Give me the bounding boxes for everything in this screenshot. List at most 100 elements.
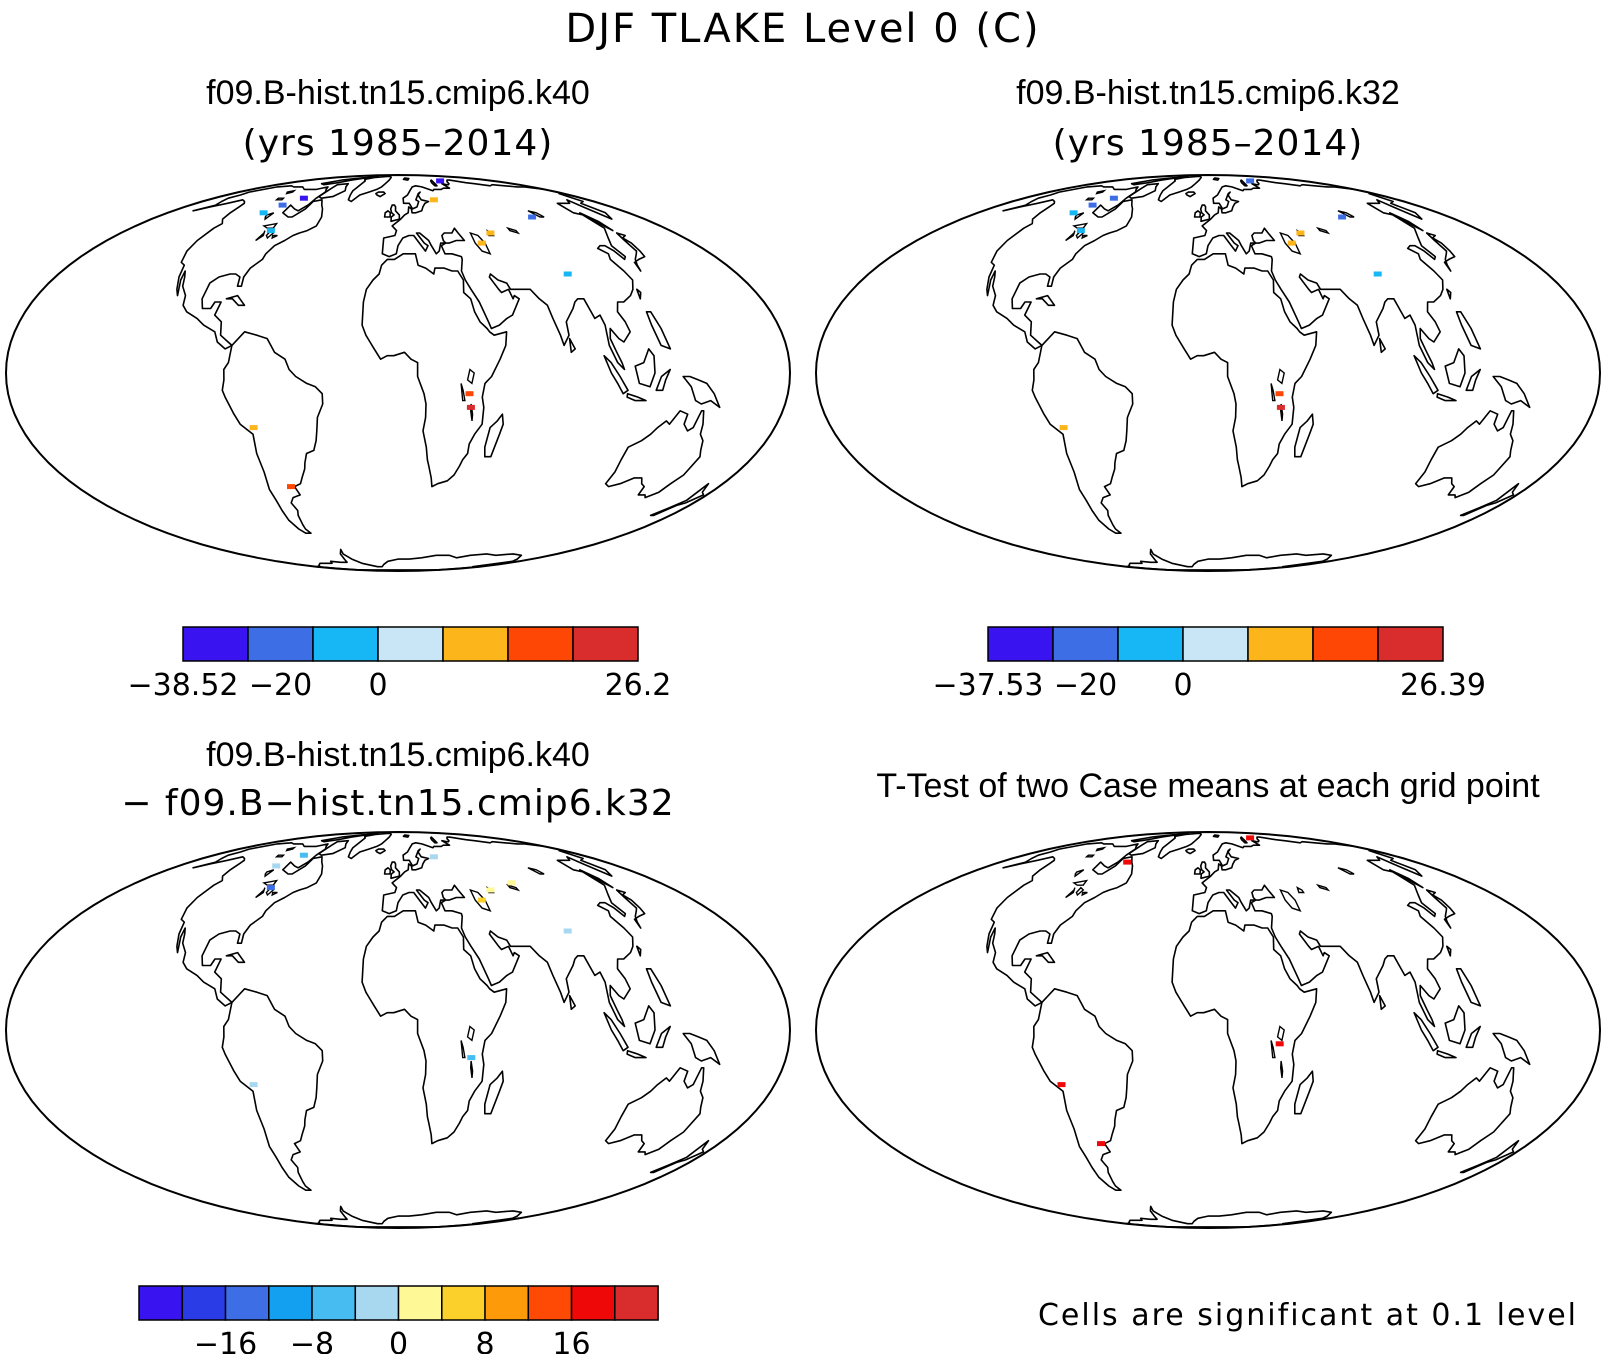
panel-k40-colorbar-tick-label: 0 bbox=[368, 668, 387, 703]
panel-k40-map-coast-eurasia bbox=[381, 179, 634, 371]
panel-k40-map-coast-sumatra bbox=[603, 354, 629, 395]
panel-ttest-note: Cells are significant at 0.1 level bbox=[1038, 1298, 1578, 1333]
panel-k40-colorbar-swatch bbox=[572, 626, 639, 662]
panel-k32-map-coast-svalbard bbox=[1212, 177, 1220, 181]
panel-difference-colorbar-tick-label: −8 bbox=[290, 1327, 334, 1354]
panel-ttest-map-coast-sakhalin bbox=[1389, 869, 1424, 889]
panel-ttest-map-coast-borneo bbox=[1444, 1005, 1466, 1045]
panel-difference-colorbar-tick-label: 0 bbox=[389, 1327, 408, 1354]
panel-k32-colorbar-swatch bbox=[1117, 626, 1184, 662]
panel-difference-map-grid-cell bbox=[477, 897, 486, 903]
panel-k40-map-coast-iceland bbox=[375, 191, 386, 198]
panel-k32-map-lake-outline bbox=[1315, 226, 1331, 235]
panel-k32-colorbar-swatch bbox=[1377, 626, 1444, 662]
panel-k32-map-lake-outline bbox=[1276, 368, 1285, 385]
panel-k40-map-grid-cell bbox=[287, 484, 295, 490]
panel-k40-map-coast-cuba bbox=[225, 294, 246, 307]
panel-ttest-map-coast-greenland bbox=[1157, 832, 1202, 860]
panel-difference-map-coast-sakhalin bbox=[579, 869, 614, 889]
panel-difference-map-coast-taiwan bbox=[636, 945, 642, 957]
panel-k40-map-lake-outline bbox=[285, 189, 297, 195]
panel-k32-map-grid-cell bbox=[1069, 210, 1078, 216]
panel-k32-colorbar-tick-label: 26.39 bbox=[1400, 668, 1486, 703]
panel-ttest-map-coast-eurasia bbox=[1191, 836, 1444, 1028]
panel-k40-map-coast-borneo bbox=[634, 348, 656, 388]
panel-ttest-map-lake-outline bbox=[1081, 891, 1088, 897]
panel-k40-map-grid-cell bbox=[528, 214, 537, 220]
panel-k32-map-coast-cuba bbox=[1035, 294, 1056, 307]
panel-difference-colorbar-tick-label: 16 bbox=[552, 1327, 590, 1354]
panel-ttest-map-coast-novaya-zemlya bbox=[1239, 836, 1248, 844]
panel-k32-colorbar-swatch bbox=[1312, 626, 1379, 662]
panel-k40-map-coast-taiwan bbox=[636, 288, 642, 300]
panel-difference-map-lake-outline bbox=[285, 846, 297, 852]
panel-k32-map-coast-java bbox=[1436, 392, 1457, 402]
panel-ttest-map-coast-philippines bbox=[1455, 968, 1482, 1007]
panel-k40-map-lake-outline bbox=[264, 212, 275, 221]
panel-difference-map-lake-outline bbox=[469, 1060, 474, 1078]
panel-ttest-map-lake-outline bbox=[1270, 1040, 1276, 1059]
panel-difference-map-lake-outline bbox=[460, 1040, 466, 1059]
panel-k32-map-coast-new-guinea bbox=[1492, 375, 1531, 409]
panel-difference-map-grid-cell bbox=[563, 928, 572, 934]
panel-k32-map-lake-outline bbox=[1074, 212, 1085, 221]
panel-k40-map-coast-svalbard bbox=[402, 177, 410, 181]
panel-ttest-map-coast-baffin bbox=[1128, 839, 1160, 856]
panel-difference-colorbar-swatch bbox=[181, 1285, 227, 1321]
panel-difference-colorbar-tick-label: 8 bbox=[475, 1327, 494, 1354]
panel-k32-colorbar-swatch bbox=[1182, 626, 1249, 662]
panel-k32-map-coast-sakhalin bbox=[1389, 212, 1424, 232]
panel-k40-map-coast-sri-lanka bbox=[568, 337, 576, 354]
panel-k40-colorbar: −38.52 −20 0 26.2 bbox=[127, 626, 672, 703]
panel-k40-colorbar-swatch bbox=[247, 626, 314, 662]
panel-k40-map-coast-africa bbox=[361, 253, 508, 488]
panel-difference-map-coast-baffin bbox=[318, 839, 350, 856]
panel-ttest-map-coast-cuba bbox=[1035, 951, 1056, 964]
panel-k40-map-lake-outline bbox=[505, 226, 521, 235]
panel-difference-colorbar-swatch bbox=[527, 1285, 573, 1321]
panel-k32-map-grid-cell bbox=[1059, 425, 1068, 431]
panel-k40-map-grid-cell bbox=[266, 228, 275, 234]
panel-ttest-map-coast-japan bbox=[1425, 889, 1456, 929]
panel-k40-colorbar-swatch bbox=[312, 626, 379, 662]
panel-difference-colorbar-swatch bbox=[484, 1285, 530, 1321]
panel-k40-map-coast-java bbox=[626, 392, 647, 402]
panel-difference-colorbar-swatch bbox=[441, 1285, 486, 1321]
panel-k40-map-grid-cell bbox=[429, 197, 438, 203]
panel-ttest-map-grid-cell bbox=[1057, 1082, 1066, 1088]
panel-ttest-map-coast-iceland bbox=[1185, 848, 1196, 855]
panel-difference-map-lake-outline bbox=[255, 887, 266, 899]
panel-k32-map-grid-cell bbox=[1109, 195, 1118, 201]
panel-k40-map-coast-greenland bbox=[347, 175, 392, 203]
panel-difference-map-coast-japan bbox=[615, 889, 646, 929]
panel-difference-colorbar: −16 −8 0 8 16 bbox=[138, 1285, 659, 1354]
panel-k40-map-coast-sakhalin bbox=[579, 212, 614, 232]
panel-k40-map-grid-cell bbox=[465, 391, 474, 397]
panel-k40-map-grid-cell bbox=[249, 425, 258, 431]
panel-difference: f09.B-hist.tn15.cmip6.k40 − f09.B−hist.t… bbox=[4, 736, 792, 1354]
panel-k32-colorbar-swatch bbox=[1247, 626, 1314, 662]
panel-difference-map-coast-south-america bbox=[221, 988, 324, 1191]
panel-k32-map-coast-new-zealand bbox=[1459, 482, 1520, 517]
panel-k32-map-grid-cell bbox=[1296, 230, 1305, 236]
panel-k40-map-coast-sulawesi bbox=[655, 368, 671, 392]
panel-ttest-map-grid-cell bbox=[1097, 1141, 1105, 1147]
panel-k40-map-lake-outline bbox=[469, 231, 492, 255]
panel-ttest-map-coast-sri-lanka bbox=[1378, 994, 1386, 1011]
panel-difference-map-coast-africa bbox=[361, 910, 508, 1145]
panel-k40-title: f09.B-hist.tn15.cmip6.k40 bbox=[206, 74, 590, 112]
panel-k32-map-grid-cell bbox=[1076, 228, 1085, 234]
panel-ttest-map-coast-madagascar bbox=[1294, 1070, 1314, 1115]
panel-k32-title: f09.B-hist.tn15.cmip6.k32 bbox=[1016, 74, 1400, 112]
panel-k32-colorbar-tick-label: −20 bbox=[1054, 668, 1117, 703]
panel-k32-colorbar-tick-label: −37.53 bbox=[932, 668, 1043, 703]
panel-k40-colorbar-tick-label: 26.2 bbox=[605, 668, 672, 703]
panel-difference-map-grid-cell bbox=[272, 863, 281, 869]
panel-k40-map-lake-outline bbox=[466, 368, 475, 385]
panel-difference-map-coast-borneo bbox=[634, 1005, 656, 1045]
panel-difference-map-coast-arctic-islands bbox=[320, 832, 379, 843]
panel-k40-map-coast-baffin bbox=[318, 182, 350, 199]
panel-difference-map-coast-sri-lanka bbox=[568, 994, 576, 1011]
panel-k40-map-coast-arctic-islands bbox=[320, 175, 379, 186]
panel-difference-map-coast-greenland bbox=[347, 832, 392, 860]
